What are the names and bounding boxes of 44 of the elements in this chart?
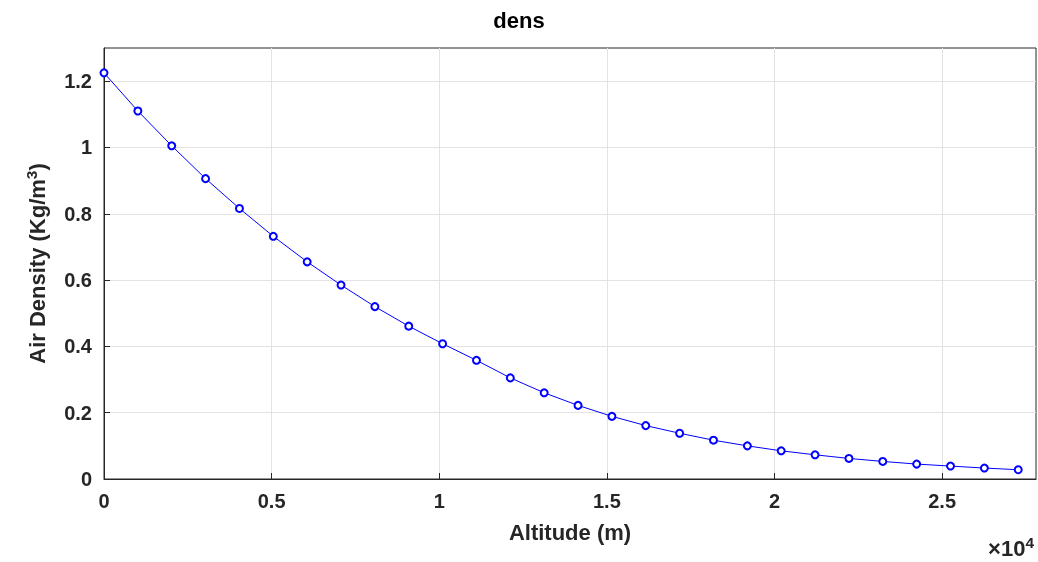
point — [505, 373, 515, 383]
point — [675, 428, 685, 438]
point — [641, 421, 651, 431]
x-tick-label: 0.5 — [257, 490, 286, 512]
x-axis-title: Altitude (m) — [508, 519, 632, 545]
point — [268, 231, 278, 241]
y-tick-label: 1.2 — [64, 70, 92, 93]
x-tick-label: 1 — [433, 490, 445, 512]
point — [979, 463, 989, 473]
point — [912, 459, 922, 469]
y-tick-label: 0.4 — [64, 335, 93, 358]
point — [167, 141, 177, 151]
point — [607, 411, 617, 421]
point — [336, 280, 346, 290]
point — [776, 446, 786, 456]
y-axis-title: Air Density (Kg/m3) — [22, 163, 51, 364]
point — [438, 339, 448, 349]
y-tick-label: 0.8 — [64, 202, 92, 225]
point — [878, 456, 888, 466]
point — [708, 435, 718, 445]
x-tick-label: 1.5 — [592, 490, 621, 512]
point — [742, 441, 752, 451]
x-tick-label: 0 — [98, 490, 110, 512]
point — [573, 400, 583, 410]
point — [810, 450, 820, 460]
x-tick-label: 2.5 — [928, 490, 957, 512]
point — [539, 388, 549, 398]
point — [99, 68, 109, 78]
point — [201, 174, 211, 184]
point — [234, 203, 244, 213]
point — [370, 302, 380, 312]
point — [133, 106, 143, 116]
point — [946, 461, 956, 471]
y-tick-label: 0 — [80, 468, 92, 490]
y-tick-label: 0.6 — [64, 269, 92, 292]
y-tick-label: 1 — [80, 136, 92, 159]
point — [844, 453, 854, 463]
point — [302, 257, 312, 267]
point — [471, 355, 481, 365]
point — [1013, 465, 1023, 475]
chart-title: dens — [493, 7, 545, 33]
y-tick-label: 0.2 — [64, 401, 92, 424]
x-tick-label: 2 — [768, 490, 781, 512]
point — [404, 321, 414, 331]
